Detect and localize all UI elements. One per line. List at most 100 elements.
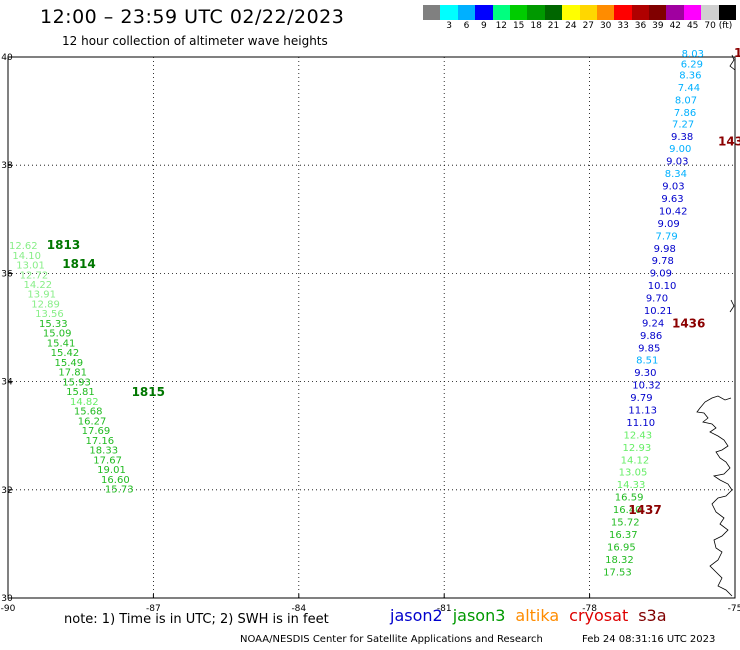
swh-label: 9.70	[646, 294, 668, 305]
swh-label: 18.33	[89, 446, 118, 457]
legend-swatch	[666, 5, 684, 20]
satellite-altika: altika	[515, 606, 560, 625]
swh-label: 9.03	[662, 182, 684, 193]
coastline	[696, 395, 733, 597]
legend-label: 70	[704, 21, 716, 31]
swh-label: 14.33	[617, 480, 646, 491]
swh-label: 14.82	[70, 397, 99, 408]
swh-label: 9.85	[638, 343, 660, 354]
swh-label: 17.81	[58, 368, 87, 379]
satellite-legend: jason2 jason3 altika cryosat s3a	[390, 606, 677, 625]
swh-label: 9.79	[630, 393, 652, 404]
time-label: 1814	[62, 257, 95, 271]
swh-label: 15.93	[62, 377, 91, 388]
swh-label: 9.86	[640, 331, 662, 342]
y-tick-label: 30	[1, 594, 13, 604]
swh-label: 15.49	[55, 358, 84, 369]
time-label: 1815	[132, 385, 165, 399]
x-tick-label: -78	[582, 604, 597, 614]
color-scale-legend	[423, 5, 737, 20]
time-label: 1435	[718, 135, 740, 149]
legend-swatch	[457, 5, 476, 20]
swh-label: 10.42	[659, 206, 688, 217]
legend-label: 12	[495, 21, 508, 31]
swh-label: 9.63	[661, 194, 683, 205]
swh-label: 8.34	[665, 169, 687, 180]
color-scale-labels: 3 6 9 12 15 18 21 24 27 30 33 36 39 42 45 70 (ft)	[423, 21, 740, 33]
legend-label: 3	[446, 21, 452, 31]
legend-swatch	[509, 5, 528, 20]
y-tick-label: 36	[1, 269, 13, 279]
swh-label: 14.10	[12, 251, 41, 262]
swh-label: 17.53	[603, 567, 632, 578]
legend-swatch	[440, 5, 458, 20]
page-subtitle: 12 hour collection of altimeter wave hei…	[62, 34, 328, 48]
legend-label: 45	[686, 21, 699, 31]
y-tick-label: 38	[1, 161, 13, 171]
swh-label: 13.56	[35, 309, 64, 320]
swh-label: 9.09	[657, 219, 679, 230]
legend-swatch	[475, 5, 493, 20]
legend-swatch	[544, 5, 563, 20]
swh-label: 18.32	[605, 555, 634, 566]
legend-swatch	[718, 5, 737, 20]
swh-label: 13.91	[27, 290, 56, 301]
legend-label: 39	[652, 21, 664, 31]
swh-label: 17.16	[86, 436, 115, 447]
swh-label: 10.10	[648, 281, 677, 292]
legend-swatch	[562, 5, 580, 20]
swh-label: 16.27	[78, 416, 107, 427]
x-tick-label: -84	[291, 604, 306, 614]
legend-label: 6	[463, 21, 470, 31]
x-tick-label: -87	[146, 604, 161, 614]
swh-label: 17.67	[93, 455, 122, 466]
satellite-jason2: jason2	[390, 606, 443, 625]
legend-label: (ft)	[718, 21, 733, 31]
swh-label: 15.73	[105, 485, 134, 496]
time-label: 1437	[628, 503, 661, 517]
swh-label: 7.44	[678, 83, 700, 94]
legend-label: 33	[617, 21, 629, 31]
swh-label: 12.93	[623, 443, 652, 454]
legend-label: 18	[530, 21, 542, 31]
satellite-cryosat: cryosat	[569, 606, 629, 625]
legend-swatch	[614, 5, 632, 20]
plot-frame	[7, 56, 736, 599]
swh-label: 10.32	[632, 381, 661, 392]
legend-label: 21	[547, 21, 560, 31]
legend-label: 15	[512, 21, 525, 31]
swh-label: 12.43	[624, 430, 653, 441]
swh-label: 9.30	[634, 368, 656, 379]
swh-label: 19.01	[97, 465, 126, 476]
swh-label: 15.42	[51, 348, 80, 359]
x-tick-label: -81	[437, 604, 452, 614]
legend-swatch	[527, 5, 545, 20]
legend-label: 36	[634, 21, 647, 31]
x-tick-label: -75	[728, 604, 740, 614]
swh-label: 7.79	[656, 231, 678, 242]
satellite-s3a: s3a	[638, 606, 667, 625]
time-label: 1	[734, 46, 740, 60]
swh-label: 7.86	[674, 108, 696, 119]
swh-label: 9.00	[669, 144, 691, 155]
legend-label: 24	[565, 21, 577, 31]
swh-label: 9.24	[642, 318, 664, 329]
swh-label: 15.68	[74, 407, 103, 418]
swh-label: 9.98	[654, 244, 676, 255]
swh-label: 9.09	[650, 269, 672, 280]
swh-label: 9.03	[666, 157, 688, 168]
swh-label: 11.10	[626, 418, 655, 429]
swh-label: 17.69	[82, 426, 111, 437]
time-label: 1436	[672, 317, 705, 331]
swh-label: 6.29	[681, 59, 703, 70]
time-label: 1813	[47, 238, 80, 252]
swh-label: 11.13	[628, 406, 657, 417]
y-tick-label: 40	[1, 53, 13, 63]
legend-label: 30	[599, 21, 612, 31]
swh-label: 16.60	[101, 475, 130, 486]
swh-label: 9.78	[652, 256, 674, 267]
legend-swatch	[701, 5, 719, 20]
satellite-jason3: jason3	[452, 606, 506, 625]
swh-label: 16.59	[615, 493, 644, 504]
